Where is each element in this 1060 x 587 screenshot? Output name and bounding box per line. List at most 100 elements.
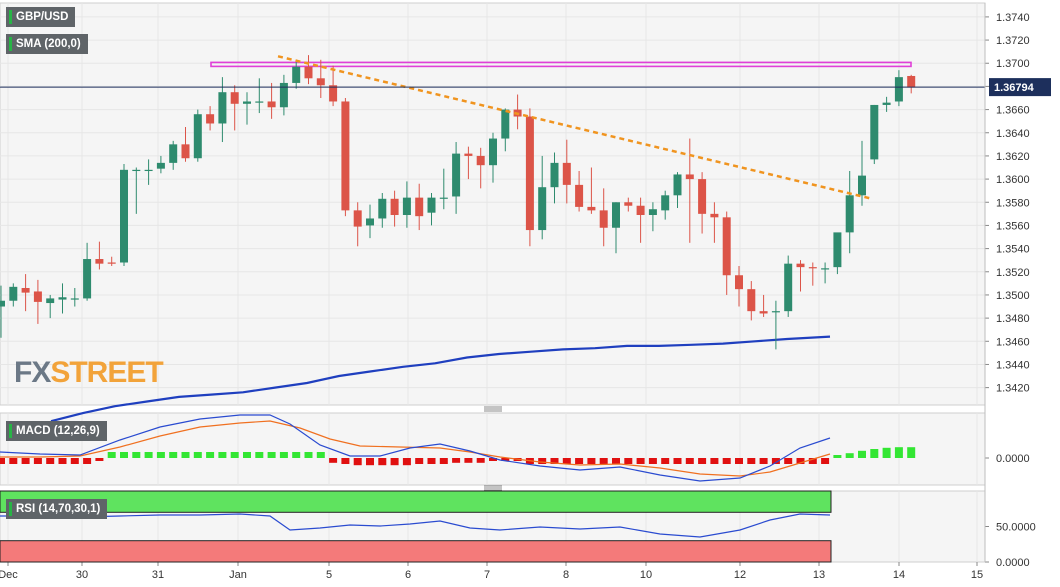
- candle-body: [771, 311, 780, 313]
- candle-body: [83, 259, 92, 299]
- resistance-line: [210, 61, 912, 68]
- macd-histogram-bar: [70, 458, 79, 464]
- candle-body: [169, 144, 178, 163]
- candle-body: [599, 210, 608, 228]
- candle-body: [661, 195, 670, 211]
- macd-histogram-bar: [132, 452, 141, 458]
- macd-histogram-bar: [156, 452, 165, 458]
- macd-histogram-bar: [636, 458, 645, 464]
- candle-body: [575, 184, 584, 207]
- candle-body: [353, 210, 362, 227]
- macd-histogram-bar: [366, 458, 374, 466]
- macd-histogram-bar: [329, 458, 338, 463]
- macd-histogram-bar: [9, 458, 18, 464]
- macd-histogram-bar: [255, 452, 264, 458]
- candle-body: [58, 297, 67, 300]
- sma-indicator-label[interactable]: SMA (200,0): [6, 34, 88, 54]
- candle-body: [341, 101, 350, 211]
- macd-histogram-bar: [267, 452, 276, 458]
- macd-histogram-bar: [206, 452, 215, 458]
- macd-histogram-bar: [402, 458, 411, 466]
- rsi-indicator-label[interactable]: RSI (14,70,30,1): [6, 499, 108, 519]
- macd-histogram-bar: [169, 452, 178, 458]
- price-axis-label: 1.3540: [996, 244, 1030, 256]
- macd-panel-bg: [0, 412, 986, 486]
- macd-histogram-bar: [538, 458, 547, 464]
- macd-histogram-bar: [648, 458, 657, 464]
- candle-body: [833, 232, 842, 268]
- time-axis-label: 6: [405, 569, 411, 581]
- candle-body: [710, 213, 719, 218]
- macd-histogram-bar: [808, 458, 817, 464]
- candle-body: [427, 197, 436, 213]
- candle-body: [439, 197, 448, 199]
- candle-body: [255, 101, 264, 103]
- macd-histogram-bar: [243, 452, 251, 458]
- price-axis-label: 1.3600: [996, 174, 1030, 186]
- price-axis-label: 1.3740: [996, 12, 1030, 24]
- time-axis-label: 5: [326, 569, 332, 581]
- macd-histogram-bar: [218, 452, 227, 458]
- macd-histogram-bar: [464, 458, 473, 463]
- price-axis-label: 1.3440: [996, 359, 1030, 371]
- macd-signal-line: [0, 420, 831, 477]
- logo-fx: FX: [14, 356, 51, 389]
- macd-histogram-bar: [612, 458, 620, 464]
- candle-body: [46, 298, 55, 304]
- macd-histogram-bar: [894, 447, 903, 458]
- macd-histogram-bar: [107, 452, 116, 458]
- rsi-axis-label: 0.0000: [996, 557, 1030, 569]
- candle-body: [70, 298, 79, 300]
- candle-body: [673, 174, 682, 196]
- macd-histogram-bar: [784, 458, 793, 464]
- sma-200-line: [50, 335, 831, 423]
- candle-body: [882, 102, 891, 105]
- macd-histogram-bar: [452, 458, 461, 463]
- candle-body: [808, 267, 817, 269]
- macd-indicator-label[interactable]: MACD (12,26,9): [6, 421, 107, 441]
- candle-body: [562, 162, 571, 185]
- candle-body: [279, 82, 288, 108]
- candle-body: [685, 174, 694, 180]
- candle-body: [230, 92, 239, 104]
- candle-body: [218, 92, 227, 124]
- macd-histogram-bar: [907, 447, 916, 458]
- symbol-label[interactable]: GBP/USD: [6, 7, 76, 27]
- time-axis-label: 15: [971, 569, 983, 581]
- logo-street: STREET: [50, 356, 163, 389]
- candle-body: [525, 116, 534, 231]
- candle-body: [402, 197, 411, 216]
- macd-histogram-bar: [833, 455, 842, 458]
- macd-histogram-bar: [722, 458, 731, 464]
- price-axis-label: 1.3620: [996, 151, 1030, 163]
- macd-histogram-bar: [796, 458, 805, 464]
- macd-histogram-bar: [193, 452, 202, 458]
- candle-body: [735, 275, 743, 290]
- price-axis-label: 1.3720: [996, 35, 1030, 47]
- candle-body: [624, 202, 633, 206]
- time-axis-label: Jan: [229, 569, 247, 581]
- candle-body: [292, 66, 301, 83]
- macd-histogram-bar: [95, 458, 104, 461]
- macd-histogram-bar: [759, 458, 768, 464]
- macd-histogram-bar: [316, 452, 325, 458]
- macd-histogram-bar: [33, 458, 42, 464]
- macd-histogram-bar: [845, 453, 854, 458]
- macd-histogram-bar: [46, 458, 55, 464]
- fxstreet-logo: FXSTREET: [14, 356, 164, 390]
- candle-body: [95, 259, 104, 264]
- macd-line: [0, 414, 831, 482]
- macd-histogram-bar: [341, 458, 350, 464]
- rsi-oversold-zone: [0, 540, 832, 563]
- candle-body: [452, 153, 461, 197]
- macd-histogram-bar: [624, 458, 633, 464]
- price-axis-label: 1.3580: [996, 197, 1030, 209]
- candle-body: [698, 179, 707, 214]
- candle-body: [858, 175, 866, 196]
- macd-histogram-bar: [181, 452, 190, 458]
- time-axis-label: 30: [76, 569, 88, 581]
- candle-body: [747, 289, 756, 312]
- macd-histogram-bar: [58, 458, 67, 464]
